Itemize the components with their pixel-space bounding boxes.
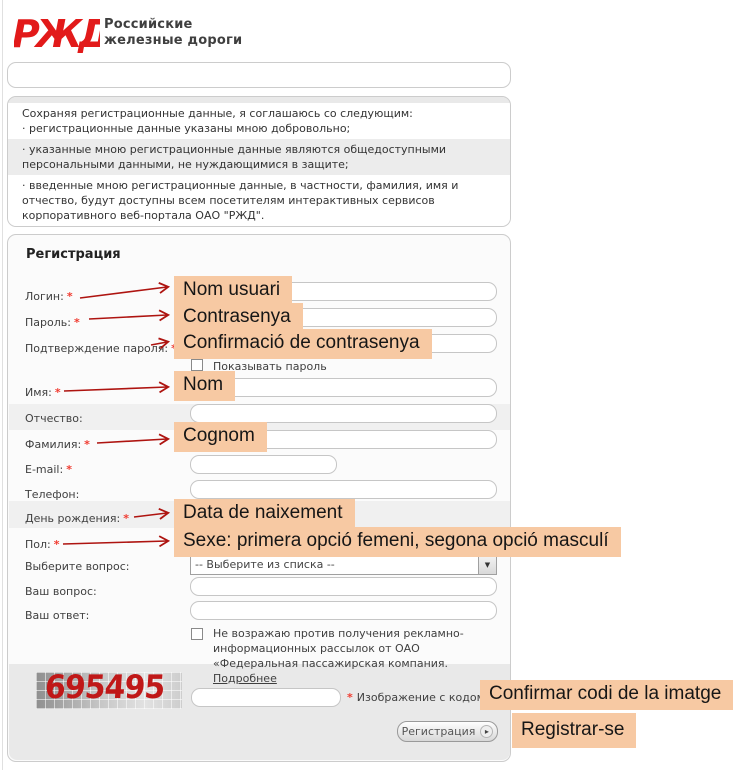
- captcha-label: * Изображение с кодом: [347, 691, 485, 704]
- first-name-input[interactable]: [190, 378, 497, 397]
- your-answer-input[interactable]: [190, 601, 497, 620]
- required-marker: *: [53, 538, 60, 551]
- show-password-label: Показывать пароль: [213, 360, 327, 373]
- captcha-input[interactable]: [191, 688, 341, 707]
- required-marker: *: [66, 463, 72, 476]
- middle-name-label: Отчество:: [25, 412, 83, 425]
- form-title: Регистрация: [26, 247, 121, 262]
- page-left-rule: [2, 0, 3, 770]
- brand-line2: железные дороги: [104, 33, 243, 48]
- last-name-label: Фамилия: *: [25, 438, 90, 451]
- annotation-birthday: Data de naixement: [174, 499, 355, 529]
- annotation-confirm-password: Confirmació de contrasenya: [174, 329, 432, 359]
- captcha-image: 695495: [36, 672, 182, 709]
- annotation-password: Contrasenya: [174, 303, 303, 333]
- agreement-box: Сохраняя регистрационные данные, я согла…: [7, 96, 511, 227]
- captcha-code: 695495: [43, 672, 166, 707]
- first-name-label: Имя: *: [25, 386, 61, 399]
- register-button[interactable]: Регистрация ▸: [397, 721, 498, 742]
- required-marker: *: [347, 691, 353, 704]
- brand-name: Российские железные дороги: [104, 17, 242, 49]
- required-marker: *: [123, 512, 129, 525]
- sex-label: Пол: *: [25, 538, 60, 551]
- mailing-consent-text: Не возражаю против получения рекламно-ин…: [213, 627, 464, 685]
- agreement-bullet-3: · введенные мною регистрационные данные,…: [8, 175, 510, 226]
- question-select[interactable]: -- Выберите из списка -- ▼: [190, 554, 497, 575]
- more-info-link[interactable]: Подробнее: [213, 672, 277, 685]
- required-marker: *: [66, 290, 73, 303]
- agreement-bullet-2: · указанные мною регистрационные данные …: [8, 139, 510, 175]
- mailing-consent-checkbox[interactable]: [191, 628, 203, 640]
- show-password-checkbox[interactable]: [191, 359, 203, 371]
- required-marker: *: [84, 438, 90, 451]
- agreement-bullet-1: · регистрационные данные указаны мною до…: [22, 122, 351, 135]
- annotation-login: Nom usuari: [174, 276, 293, 306]
- required-marker: *: [73, 316, 80, 329]
- brand-line1: Российские: [104, 17, 193, 32]
- agreement-intro-block: Сохраняя регистрационные данные, я согла…: [8, 103, 510, 139]
- chevron-down-icon[interactable]: ▼: [478, 555, 496, 574]
- birthday-label: День рождения: *: [25, 512, 129, 525]
- password-label: Пароль: *: [25, 316, 80, 329]
- rzd-logo: РЖД Российские железные дороги: [14, 10, 314, 58]
- annotation-register: Registrar-se: [512, 713, 637, 748]
- required-marker: *: [54, 386, 61, 399]
- registration-form: Регистрация Логин: * Пароль: * Подтвержден…: [7, 234, 511, 762]
- annotation-captcha: Confirmar codi de la imatge: [480, 680, 734, 710]
- email-input[interactable]: [190, 455, 337, 474]
- svg-text:РЖД: РЖД: [14, 12, 100, 56]
- agreement-intro: Сохраняя регистрационные данные, я согла…: [22, 107, 413, 120]
- register-button-label: Регистрация: [401, 725, 476, 738]
- your-question-label: Ваш вопрос:: [25, 585, 97, 598]
- confirm-password-label: Подтверждение пароля:*: [25, 342, 177, 355]
- email-label: E-mail: *: [25, 463, 72, 476]
- your-answer-label: Ваш ответ:: [25, 609, 90, 622]
- phone-input[interactable]: [190, 480, 497, 499]
- login-label: Логин: *: [25, 290, 73, 303]
- agreement-top-strip: [8, 97, 510, 103]
- annotation-sex: Sexe: primera opció femeni, segona opció…: [174, 527, 621, 557]
- question-select-value: -- Выберите из списка --: [195, 558, 335, 571]
- arrow-right-icon: ▸: [480, 725, 494, 738]
- question-select-label: Выберите вопрос:: [25, 560, 130, 573]
- middle-name-input[interactable]: [190, 404, 497, 423]
- phone-label: Телефон:: [25, 488, 80, 501]
- annotation-last-name: Cognom: [174, 422, 267, 452]
- empty-top-bar: [7, 62, 511, 88]
- your-question-input[interactable]: [190, 577, 497, 596]
- rzd-logo-icon: РЖД: [14, 12, 100, 56]
- annotation-first-name: Nom: [174, 371, 236, 401]
